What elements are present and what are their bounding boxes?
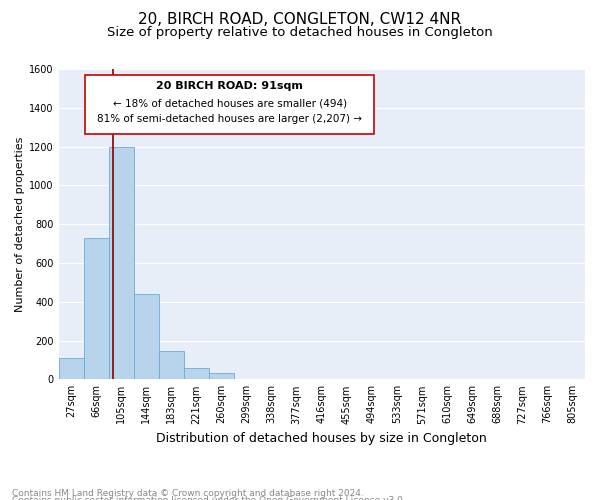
Text: Contains HM Land Registry data © Crown copyright and database right 2024.: Contains HM Land Registry data © Crown c… [12, 488, 364, 498]
FancyBboxPatch shape [85, 75, 374, 134]
Y-axis label: Number of detached properties: Number of detached properties [15, 136, 25, 312]
Bar [59, 358, 84, 380]
Text: Size of property relative to detached houses in Congleton: Size of property relative to detached ho… [107, 26, 493, 39]
Text: 20, BIRCH ROAD, CONGLETON, CW12 4NR: 20, BIRCH ROAD, CONGLETON, CW12 4NR [139, 12, 461, 28]
Bar [159, 351, 184, 380]
Bar [209, 372, 234, 380]
Text: Contains public sector information licensed under the Open Government Licence v3: Contains public sector information licen… [12, 496, 406, 500]
Bar [184, 368, 209, 380]
Bar [84, 238, 109, 380]
X-axis label: Distribution of detached houses by size in Congleton: Distribution of detached houses by size … [157, 432, 487, 445]
Text: ← 18% of detached houses are smaller (494): ← 18% of detached houses are smaller (49… [113, 98, 347, 108]
Bar [134, 294, 159, 380]
Text: 81% of semi-detached houses are larger (2,207) →: 81% of semi-detached houses are larger (… [97, 114, 362, 124]
Text: 20 BIRCH ROAD: 91sqm: 20 BIRCH ROAD: 91sqm [156, 82, 303, 92]
Bar [109, 146, 134, 380]
